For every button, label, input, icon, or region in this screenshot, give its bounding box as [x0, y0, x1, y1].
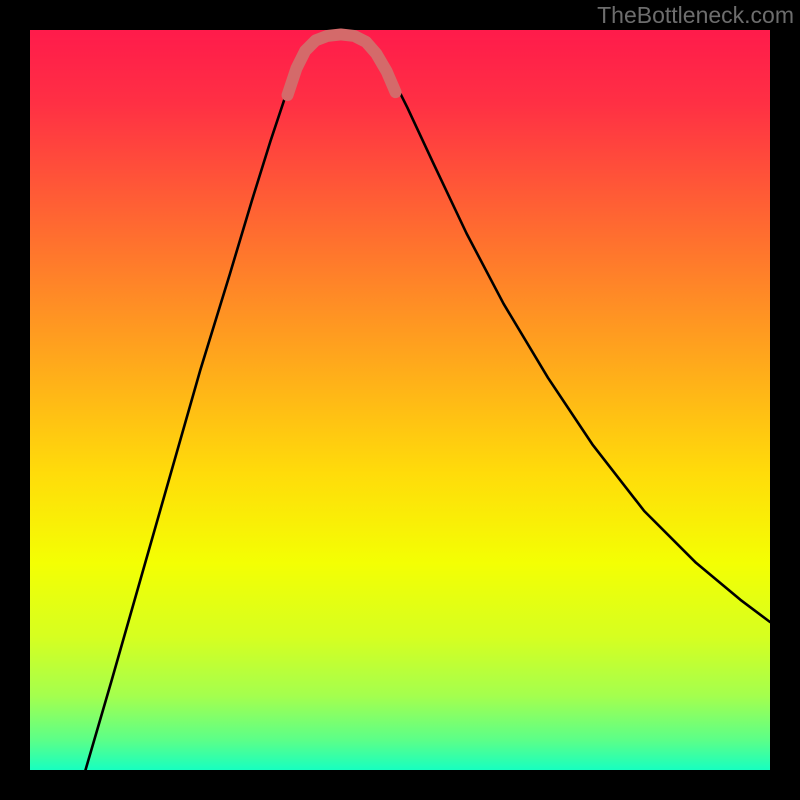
chart-stage: TheBottleneck.com [0, 0, 800, 800]
bottleneck-chart [0, 0, 800, 800]
watermark-text: TheBottleneck.com [597, 2, 794, 29]
